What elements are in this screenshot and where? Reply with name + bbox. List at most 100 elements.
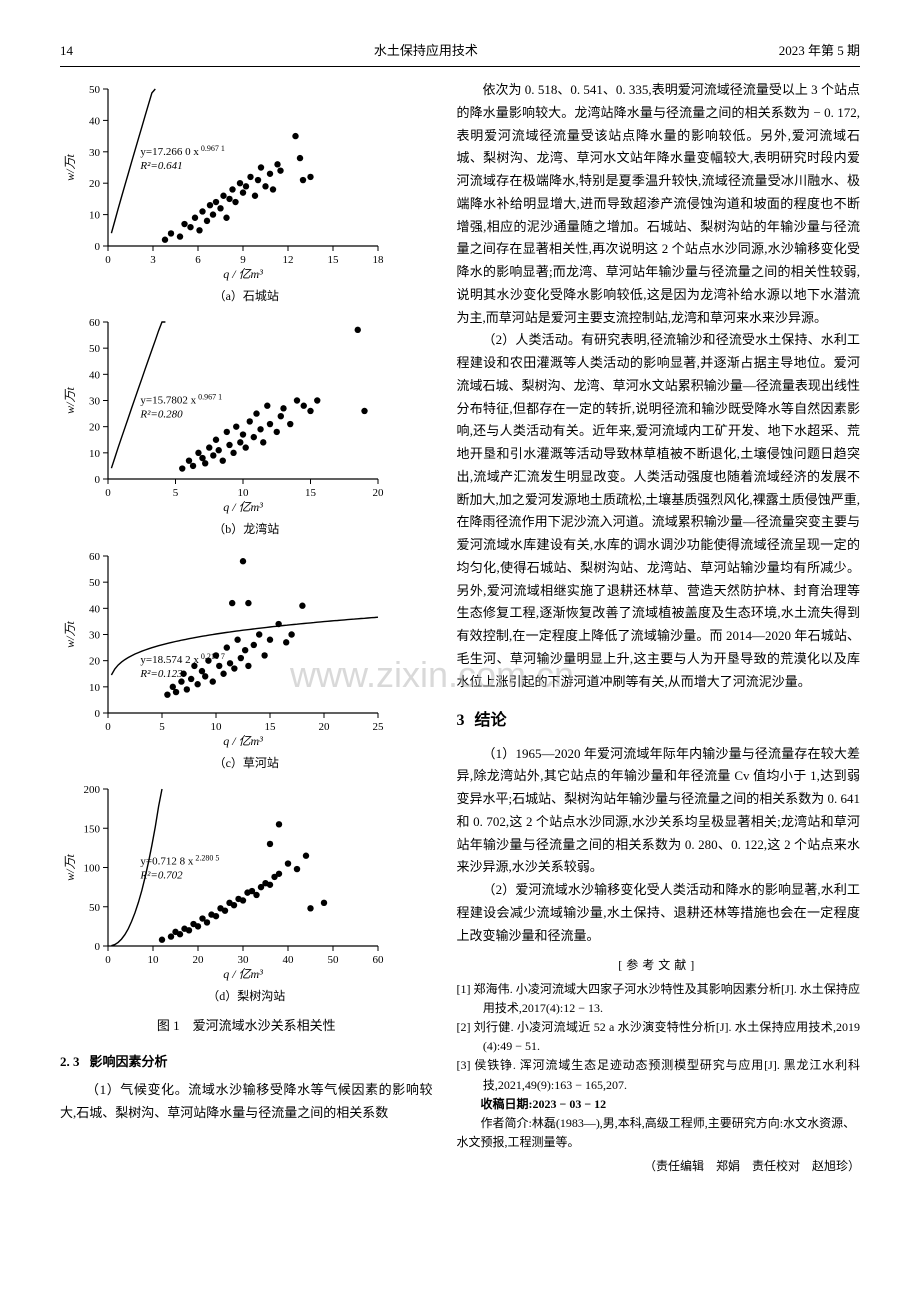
reference-item: [1] 郑海伟. 小凌河流域大四家子河水沙特性及其影响因素分析[J]. 水土保持… bbox=[456, 980, 860, 1018]
section-title: 影响因素分析 bbox=[90, 1051, 168, 1073]
svg-text:10: 10 bbox=[211, 721, 223, 733]
svg-text:18: 18 bbox=[373, 254, 385, 266]
svg-text:30: 30 bbox=[238, 954, 250, 966]
left-para-1: （1）气候变化。流域水沙输移受降水等气候因素的影响较大,石城、梨树沟、草河站降水… bbox=[60, 1079, 432, 1125]
conclusion-1: （1）1965—2020 年爱河流域年际年内输沙量与径流量存在较大差异,除龙湾站… bbox=[456, 743, 860, 880]
svg-text:q / 亿m³: q / 亿m³ bbox=[223, 267, 263, 281]
section-title: 结论 bbox=[474, 707, 506, 734]
reference-item: [2] 刘行健. 小凌河流域近 52 a 水沙演变特性分析[J]. 水土保持应用… bbox=[456, 1018, 860, 1056]
svg-text:20: 20 bbox=[89, 656, 101, 668]
svg-text:y=0.712 8 x 2.280 5: y=0.712 8 x 2.280 5 bbox=[140, 854, 219, 868]
figure-caption: 图 1 爱河流域水沙关系相关性 bbox=[60, 1015, 432, 1037]
issue-label: 2023 年第 5 期 bbox=[779, 40, 860, 62]
svg-text:150: 150 bbox=[84, 824, 101, 836]
svg-text:0: 0 bbox=[105, 954, 111, 966]
svg-text:q / 亿m³: q / 亿m³ bbox=[223, 967, 263, 981]
svg-text:200: 200 bbox=[84, 784, 101, 796]
svg-text:40: 40 bbox=[89, 115, 101, 127]
svg-text:30: 30 bbox=[89, 629, 101, 641]
section-2-3-heading: 2. 3 影响因素分析 bbox=[60, 1051, 432, 1073]
svg-text:25: 25 bbox=[373, 721, 385, 733]
svg-text:6: 6 bbox=[195, 254, 201, 266]
svg-text:5: 5 bbox=[159, 721, 165, 733]
svg-text:30: 30 bbox=[89, 396, 101, 408]
chart-container-b: 0 5 10 15 20 0 10 20 30 40 50 60 q / 亿m³ w/万t y=15.780… bbox=[60, 312, 432, 539]
svg-text:50: 50 bbox=[89, 344, 101, 356]
svg-text:y=18.574 2 x 0.210 7: y=18.574 2 x 0.210 7 bbox=[140, 652, 224, 666]
section-3-heading: 3 结论 bbox=[456, 707, 860, 734]
svg-text:0: 0 bbox=[105, 487, 111, 499]
section-number: 3 bbox=[456, 707, 464, 734]
svg-text:w/万t: w/万t bbox=[63, 854, 77, 881]
svg-text:20: 20 bbox=[319, 721, 331, 733]
scatter-chart-d: 0102030405060050100150200q / 亿m³w/万ty=0.… bbox=[60, 779, 390, 984]
conclusion-2: （2）爱河流域水沙输移变化受人类活动和降水的影响显著,水利工程建设会减少流域输沙… bbox=[456, 879, 860, 947]
page-number: 14 bbox=[60, 40, 73, 62]
charts-wrapper: 036912151801020304050q / 亿m³w/万ty=17.266… bbox=[60, 79, 432, 1007]
svg-text:15: 15 bbox=[328, 254, 340, 266]
svg-text:10: 10 bbox=[148, 954, 160, 966]
svg-text:R²=0.702: R²=0.702 bbox=[139, 870, 183, 882]
svg-text:0: 0 bbox=[95, 474, 101, 486]
right-para-2: （2）人类活动。有研究表明,径流输沙和径流受水土保持、水利工程建设和农田灌溉等人… bbox=[456, 329, 860, 693]
svg-text:R²=0.123: R²=0.123 bbox=[139, 668, 183, 680]
svg-text:y=15.7802 x 0.967 1: y=15.7802 x 0.967 1 bbox=[140, 393, 222, 407]
svg-text:0: 0 bbox=[105, 254, 111, 266]
scatter-chart-c: 0 5 10 15 20 25 0 10 20 30 40 50 60 q / 亿m³ w/万t y=18.5… bbox=[60, 546, 390, 751]
page-header: 14 水土保持应用技术 2023 年第 5 期 bbox=[60, 40, 860, 67]
scatter-chart-a: 036912151801020304050q / 亿m³w/万ty=17.266… bbox=[60, 79, 390, 284]
editor-line: （责任编辑 郑娟 责任校对 赵旭珍） bbox=[456, 1156, 860, 1176]
author-bio: 作者简介:林磊(1983—),男,本科,高级工程师,主要研究方向:水文水资源、水… bbox=[456, 1114, 860, 1152]
svg-text:10: 10 bbox=[89, 448, 101, 460]
two-column-layout: www.zixin.com.cn 036912151801020304050q … bbox=[60, 79, 860, 1177]
svg-text:0: 0 bbox=[105, 721, 111, 733]
svg-text:0: 0 bbox=[95, 941, 101, 953]
chart-container-a: 036912151801020304050q / 亿m³w/万ty=17.266… bbox=[60, 79, 432, 306]
svg-text:15: 15 bbox=[305, 487, 317, 499]
svg-text:R²=0.641: R²=0.641 bbox=[139, 160, 182, 172]
journal-name: 水土保持应用技术 bbox=[374, 40, 478, 62]
receive-date: 收稿日期:2023 − 03 − 12 bbox=[456, 1095, 860, 1114]
svg-text:15: 15 bbox=[265, 721, 277, 733]
svg-text:y=17.266 0 x 0.967 1: y=17.266 0 x 0.967 1 bbox=[140, 144, 224, 158]
svg-text:0: 0 bbox=[95, 241, 101, 253]
svg-text:60: 60 bbox=[89, 551, 101, 563]
svg-text:50: 50 bbox=[328, 954, 340, 966]
left-column: 036912151801020304050q / 亿m³w/万ty=17.266… bbox=[60, 79, 432, 1177]
svg-text:9: 9 bbox=[240, 254, 246, 266]
svg-text:w/万t: w/万t bbox=[63, 154, 77, 181]
svg-text:40: 40 bbox=[89, 603, 101, 615]
svg-text:50: 50 bbox=[89, 577, 101, 589]
right-column: 依次为 0. 518、0. 541、0. 335,表明爱河流域径流量受以上 3 … bbox=[456, 79, 860, 1177]
chart-sublabel: （b）龙湾站 bbox=[60, 519, 432, 539]
section-number: 2. 3 bbox=[60, 1051, 80, 1073]
svg-text:R²=0.280: R²=0.280 bbox=[139, 409, 183, 421]
svg-text:60: 60 bbox=[373, 954, 385, 966]
svg-text:12: 12 bbox=[283, 254, 294, 266]
chart-sublabel: （a）石城站 bbox=[60, 286, 432, 306]
scatter-chart-b: 0 5 10 15 20 0 10 20 30 40 50 60 q / 亿m³ w/万t y=15.780… bbox=[60, 312, 390, 517]
svg-text:10: 10 bbox=[238, 487, 250, 499]
svg-text:10: 10 bbox=[89, 682, 101, 694]
svg-text:50: 50 bbox=[89, 902, 101, 914]
svg-text:20: 20 bbox=[373, 487, 385, 499]
svg-text:60: 60 bbox=[89, 317, 101, 329]
svg-text:w/万t: w/万t bbox=[63, 620, 77, 647]
svg-text:40: 40 bbox=[89, 370, 101, 382]
svg-text:q / 亿m³: q / 亿m³ bbox=[223, 734, 263, 748]
svg-text:w/万t: w/万t bbox=[63, 387, 77, 414]
svg-text:10: 10 bbox=[89, 210, 101, 222]
svg-text:q / 亿m³: q / 亿m³ bbox=[223, 500, 263, 514]
references-heading: [参考文献] bbox=[456, 955, 860, 975]
chart-container-c: 0 5 10 15 20 25 0 10 20 30 40 50 60 q / 亿m³ w/万t y=18.5… bbox=[60, 546, 432, 773]
chart-sublabel: （d）梨树沟站 bbox=[60, 986, 432, 1006]
svg-text:5: 5 bbox=[173, 487, 179, 499]
chart-sublabel: （c）草河站 bbox=[60, 753, 432, 773]
svg-text:0: 0 bbox=[95, 708, 101, 720]
svg-text:30: 30 bbox=[89, 147, 101, 159]
svg-text:20: 20 bbox=[89, 422, 101, 434]
right-para-1: 依次为 0. 518、0. 541、0. 335,表明爱河流域径流量受以上 3 … bbox=[456, 79, 860, 329]
svg-text:20: 20 bbox=[89, 178, 101, 190]
svg-text:50: 50 bbox=[89, 84, 101, 96]
chart-container-d: 0102030405060050100150200q / 亿m³w/万ty=0.… bbox=[60, 779, 432, 1006]
